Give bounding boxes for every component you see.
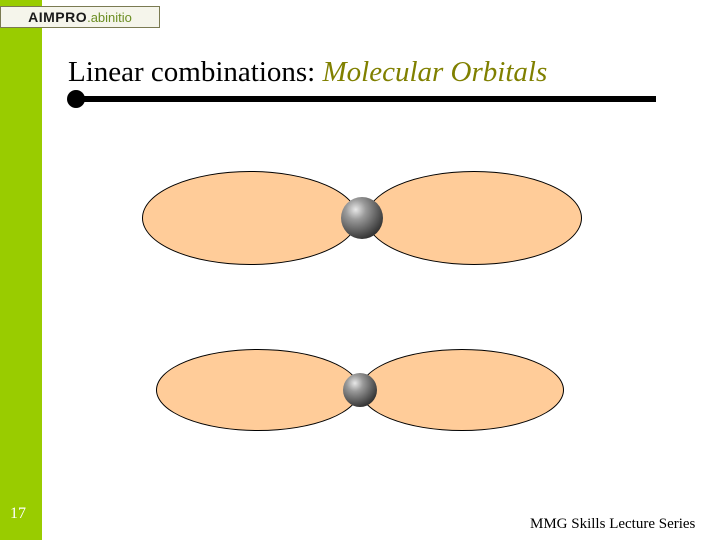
orbital-nucleus bbox=[343, 373, 377, 407]
orbital-diagram-bottom bbox=[0, 0, 720, 540]
orbital-lobe-right bbox=[360, 349, 564, 431]
footer-text: MMG Skills Lecture Series bbox=[530, 516, 695, 533]
slide: AIMPRO.abinitio Linear combinations: Mol… bbox=[0, 0, 720, 540]
orbital-lobe-left bbox=[156, 349, 360, 431]
page-number: 17 bbox=[10, 505, 26, 523]
